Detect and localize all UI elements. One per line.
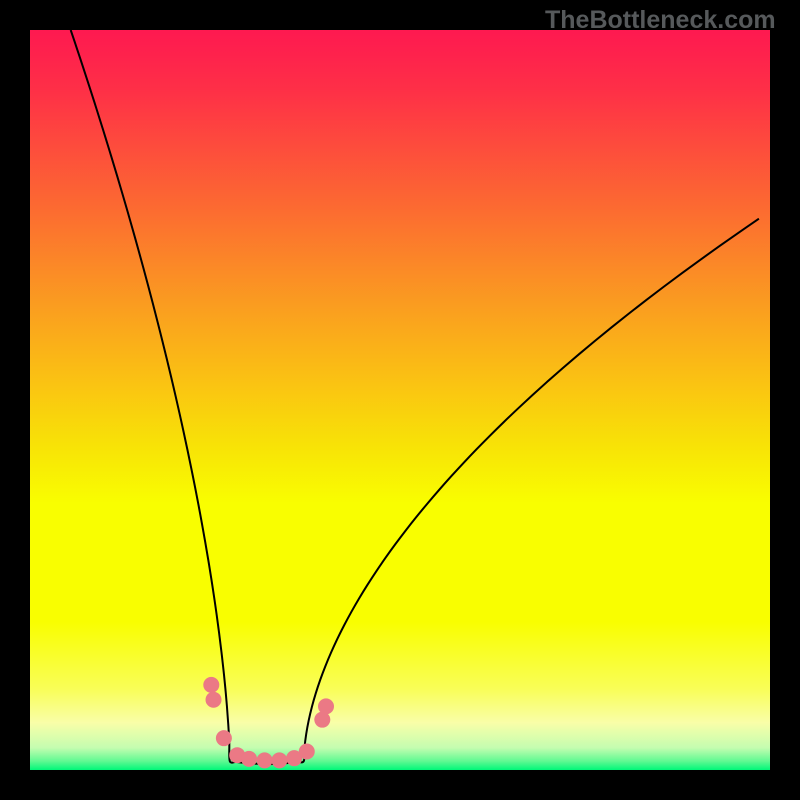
- watermark-text: TheBottleneck.com: [545, 6, 776, 35]
- marker-point: [318, 698, 334, 714]
- marker-point: [257, 752, 273, 768]
- chart-svg: [30, 30, 770, 770]
- marker-point: [299, 744, 315, 760]
- marker-point: [206, 692, 222, 708]
- gradient-upper: [30, 30, 770, 622]
- gradient-lower: [30, 622, 770, 770]
- marker-point: [216, 730, 232, 746]
- marker-point: [241, 751, 257, 767]
- plot-area: [30, 30, 770, 770]
- marker-point: [203, 677, 219, 693]
- marker-point: [271, 752, 287, 768]
